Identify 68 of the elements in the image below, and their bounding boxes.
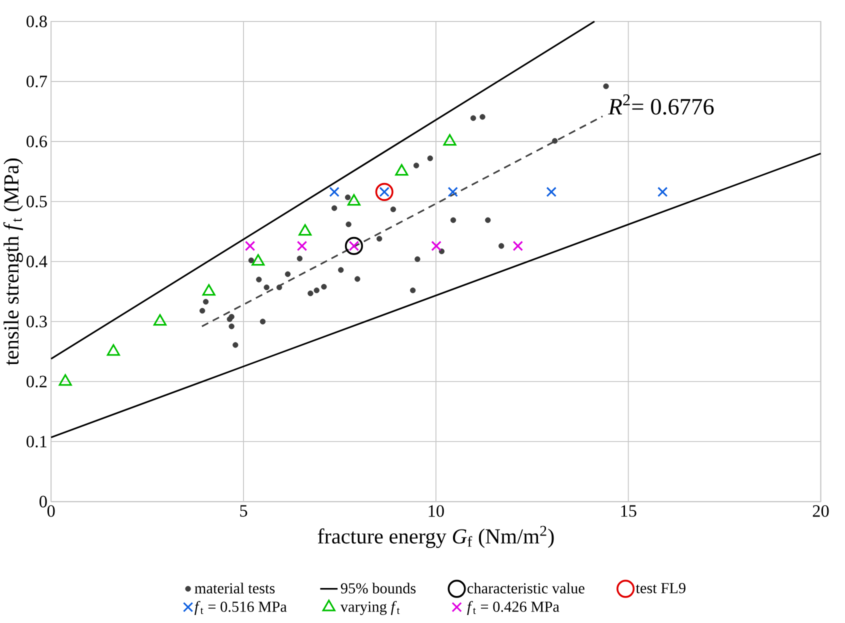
- legend-label: varying f$_{t}$: [340, 600, 400, 615]
- point: [376, 236, 382, 242]
- point: [284, 271, 291, 277]
- point: [202, 298, 209, 304]
- point: [296, 240, 308, 251]
- point: [199, 308, 206, 314]
- point: [448, 186, 458, 197]
- y-tick-label: 0: [40, 496, 47, 508]
- point: [276, 284, 282, 290]
- point: [512, 240, 524, 251]
- point: [390, 206, 396, 212]
- y-tick-label: 0.2: [26, 376, 47, 388]
- x-axis-title: fracture energy G$_{f}$ (Nm/m$^{2}$): [318, 526, 554, 548]
- point: [228, 323, 234, 330]
- legend-label: f$_{t}$ = 0.516 MPa: [194, 600, 287, 615]
- y-tick-label: 0.3: [26, 316, 47, 328]
- point: [308, 290, 314, 296]
- point: [375, 182, 394, 201]
- annotation: R$^{2}$= 0.6776: [608, 94, 714, 115]
- point: [480, 114, 486, 120]
- point: [338, 266, 344, 273]
- point: [410, 287, 416, 293]
- point: [329, 186, 340, 197]
- point: [232, 342, 238, 348]
- point: [603, 83, 609, 89]
- y-tick-label: 0.1: [26, 436, 46, 448]
- y-axis-title: tensile strength f$_{t}$ (MPa): [3, 158, 24, 366]
- point: [431, 240, 442, 251]
- point: [657, 186, 668, 197]
- y-tick-label: 0.8: [26, 15, 47, 28]
- x-tick-label: 5: [240, 505, 248, 516]
- y-tick-label: 0.5: [26, 195, 47, 208]
- point: [346, 221, 352, 227]
- point: [414, 256, 420, 262]
- point: [354, 276, 360, 282]
- point: [260, 318, 266, 324]
- point: [470, 115, 476, 121]
- point: [314, 287, 320, 293]
- point: [296, 256, 303, 262]
- point: [228, 314, 234, 320]
- legend-label: material tests: [194, 582, 275, 594]
- legend-label: test FL9: [636, 582, 686, 594]
- y-tick-label: 0.4: [26, 255, 48, 268]
- point: [552, 138, 558, 144]
- point: [498, 242, 504, 249]
- legend-label: characteristic value: [468, 582, 584, 594]
- point: [427, 155, 433, 161]
- point: [413, 162, 420, 168]
- y-tick-label: 0.6: [26, 135, 47, 148]
- point: [438, 248, 445, 254]
- point: [264, 284, 270, 290]
- legend-label: f$_{t}$ = 0.426 MPa: [467, 600, 560, 615]
- y-tick-label: 0.7: [26, 75, 48, 88]
- point: [546, 186, 556, 197]
- point: [244, 240, 256, 251]
- point: [344, 236, 363, 255]
- point: [321, 284, 327, 290]
- point: [485, 217, 491, 223]
- point: [450, 217, 456, 223]
- point: [331, 205, 338, 211]
- point: [256, 276, 262, 282]
- x-tick-label: 20: [812, 505, 829, 517]
- legend-label: 95% bounds: [340, 582, 416, 594]
- x-tick-label: 0: [47, 505, 55, 517]
- point: [248, 257, 254, 263]
- point: [344, 194, 351, 200]
- x-tick-label: 10: [428, 505, 444, 517]
- x-tick-label: 15: [621, 505, 636, 517]
